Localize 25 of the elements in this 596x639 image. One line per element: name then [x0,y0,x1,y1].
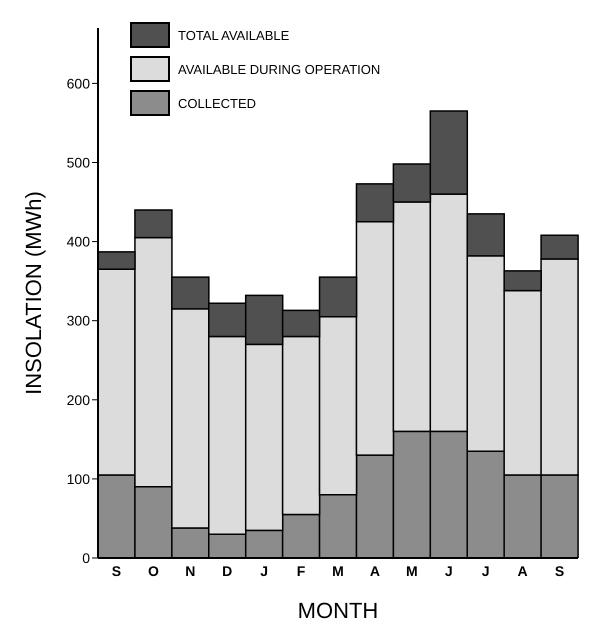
x-tick-label: J [482,562,490,579]
x-tick-label: S [554,562,564,579]
y-tick-label: 500 [66,154,90,170]
x-tick-label: A [370,562,380,579]
x-tick-label: F [296,562,306,579]
legend-label: COLLECTED [178,96,256,110]
y-tick-label: 200 [66,392,90,408]
y-tick-label: 0 [82,550,90,566]
x-tick-label: A [518,562,528,579]
x-tick-label: D [222,562,232,579]
x-tick-label: N [185,562,196,579]
x-tick-label: S [112,562,122,579]
x-tick-label: J [444,562,453,579]
x-tick-label: M [406,562,418,579]
y-axis-title: INSOLATION (MWh) [20,191,46,395]
y-tick-label: 100 [66,470,90,487]
y-tick-label: 400 [66,234,90,250]
legend-label: TOTAL AVAILABLE [178,28,290,42]
y-tick-label: 300 [66,312,90,329]
x-tick-label: M [332,562,344,579]
y-tick-label: 600 [66,75,90,92]
x-tick-label: J [260,562,268,579]
legend-label: AVAILABLE DURING OPERATION [178,62,380,76]
x-axis-title: MONTH [298,598,378,623]
x-tick-label: O [148,562,159,579]
